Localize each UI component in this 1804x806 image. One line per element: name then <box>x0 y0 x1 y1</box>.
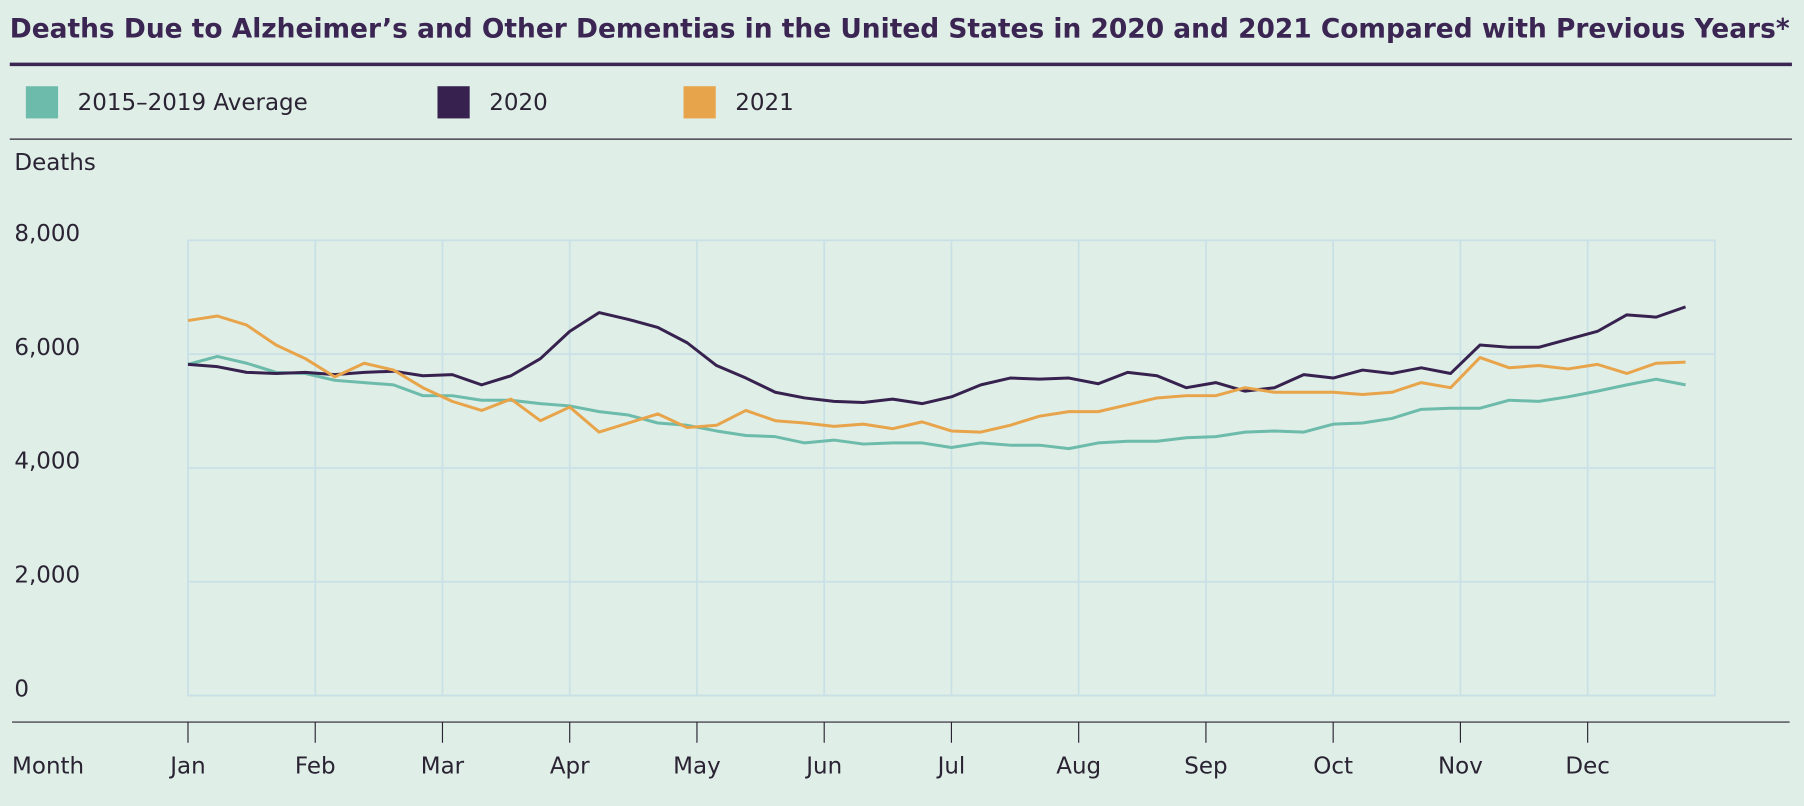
series-line <box>187 314 1686 434</box>
x-tick-label: May <box>673 753 721 779</box>
x-tick-label: Jun <box>804 753 842 779</box>
y-tick-label: 8,000 <box>14 221 80 247</box>
x-tick-label: Mar <box>421 753 465 779</box>
x-tick-label: Apr <box>550 753 590 779</box>
x-tick-label: Oct <box>1313 753 1353 779</box>
x-tick-label: Nov <box>1438 753 1483 779</box>
x-tick-label: Aug <box>1056 753 1101 779</box>
x-tick-label: Sep <box>1184 753 1227 779</box>
y-tick-label: 0 <box>14 676 29 702</box>
y-tick-label: 6,000 <box>14 335 80 361</box>
x-tick-label: Jan <box>168 753 205 779</box>
x-tick-label: Jul <box>936 753 966 779</box>
x-tick-label: Feb <box>295 753 336 779</box>
legend-label: 2021 <box>735 90 794 116</box>
x-tick-label: Dec <box>1565 753 1609 779</box>
legend-label: 2015–2019 Average <box>78 90 308 116</box>
y-tick-label: 2,000 <box>14 563 80 589</box>
legend-swatch <box>437 86 470 119</box>
legend-swatch <box>25 86 59 119</box>
y-tick-label: 4,000 <box>14 449 80 475</box>
chart-title: Deaths Due to Alzheimer’s and Other Deme… <box>10 13 1790 44</box>
legend-swatch <box>683 86 716 119</box>
y-axis-label: Deaths <box>14 150 95 176</box>
series-line <box>187 305 1687 406</box>
x-axis-label: Month <box>12 753 84 779</box>
legend-label: 2020 <box>489 90 548 116</box>
